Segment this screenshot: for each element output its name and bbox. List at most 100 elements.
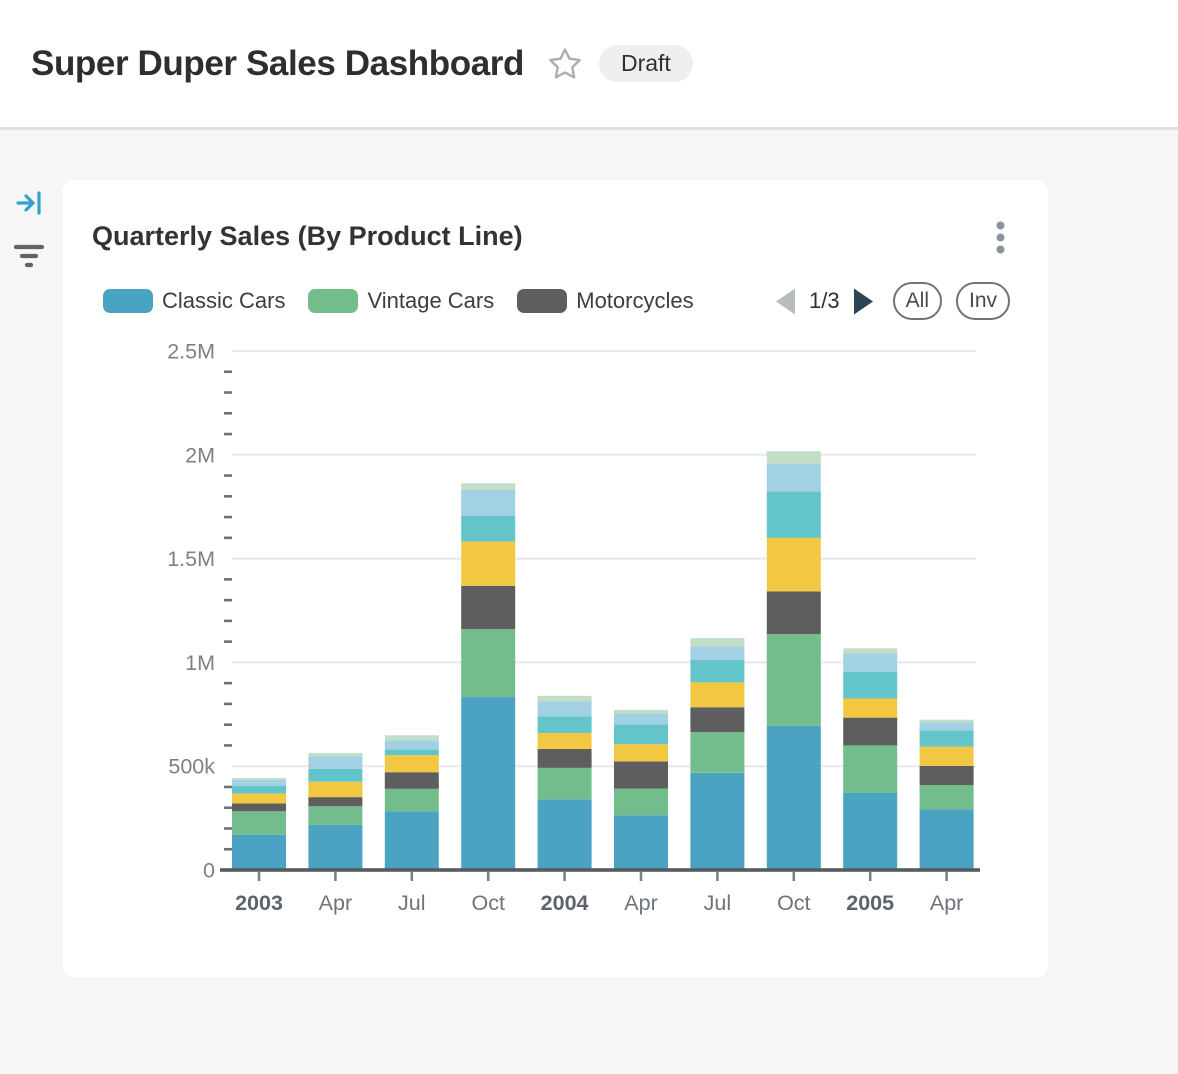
legend-item-label: Classic Cars — [162, 288, 286, 313]
bar-segment[interactable] — [384, 740, 439, 750]
bar-segment[interactable] — [614, 724, 668, 745]
bar-segment[interactable] — [766, 591, 821, 634]
bar-segment[interactable] — [843, 671, 898, 699]
bar-segment[interactable] — [537, 732, 592, 749]
bar-segment[interactable] — [384, 788, 439, 812]
bar-segment[interactable] — [308, 768, 363, 782]
bar-segment[interactable] — [614, 815, 668, 870]
kebab-menu-icon[interactable] — [982, 216, 1018, 260]
bar-segment[interactable] — [843, 792, 898, 870]
bar-segment[interactable] — [384, 811, 439, 870]
bar-segment[interactable] — [919, 730, 974, 747]
bar-segment[interactable] — [461, 697, 516, 870]
bar-segment[interactable] — [766, 451, 821, 464]
bar-segment[interactable] — [384, 755, 439, 773]
y-minor-tick — [224, 598, 232, 602]
y-minor-tick — [224, 847, 232, 851]
legend-row: Classic Cars Vintage Cars Motorcycles 1/3 … — [103, 280, 1010, 322]
bar-segment[interactable] — [232, 834, 286, 870]
bar-segment[interactable] — [843, 745, 898, 793]
legend-item[interactable]: Vintage Cars — [308, 288, 494, 314]
bar-segment[interactable] — [537, 695, 592, 702]
y-minor-tick — [224, 578, 232, 581]
bar-segment[interactable] — [766, 633, 821, 726]
bar-segment[interactable] — [461, 629, 516, 698]
bar-segment[interactable] — [461, 483, 516, 490]
stacked-bar-chart[interactable]: 0 500k 1M 1.5M 2M 2.5M 2003 Apr Jul Oct 2004 Apr Jul… — [62, 180, 1048, 978]
bar-segment[interactable] — [537, 799, 592, 870]
bar-segment[interactable] — [766, 537, 821, 592]
bar-segment[interactable] — [461, 541, 516, 586]
bar-segment[interactable] — [614, 761, 668, 789]
bar-segment[interactable] — [232, 793, 286, 804]
bar-segment[interactable] — [919, 719, 974, 723]
y-minor-tick — [224, 370, 232, 374]
favorite-star-icon[interactable] — [548, 47, 582, 80]
bar-segment[interactable] — [461, 515, 516, 542]
legend-item-label: Vintage Cars — [367, 288, 495, 313]
bar-segment[interactable] — [690, 707, 745, 733]
bar-segment[interactable] — [919, 809, 974, 870]
bar-segment[interactable] — [384, 735, 439, 741]
legend-invert-button[interactable]: Inv — [955, 282, 1010, 320]
bar-segment[interactable] — [232, 779, 286, 786]
bar-segment[interactable] — [690, 682, 745, 708]
bar-segment[interactable] — [308, 806, 363, 825]
bar-segment[interactable] — [766, 491, 821, 538]
bar-segment[interactable] — [919, 722, 974, 731]
bar-segment[interactable] — [308, 752, 363, 757]
bar-segment[interactable] — [843, 717, 898, 746]
filter-icon[interactable] — [13, 242, 45, 273]
page-title: Super Duper Sales Dashboard — [31, 43, 524, 83]
bar-segment[interactable] — [843, 698, 898, 718]
y-minor-tick — [224, 640, 232, 643]
legend-item[interactable]: Motorcycles — [517, 288, 694, 314]
bar-segment[interactable] — [843, 648, 898, 654]
legend-prev-icon[interactable] — [775, 288, 796, 315]
legend-items: Classic Cars Vintage Cars Motorcycles — [103, 288, 694, 314]
y-axis-label: 2.5M — [167, 340, 215, 364]
x-axis-label: Apr — [624, 891, 657, 915]
y-minor-tick — [224, 744, 232, 747]
legend-all-button[interactable]: All — [892, 282, 942, 320]
bar-segment[interactable] — [308, 781, 363, 798]
bar-segment[interactable] — [843, 653, 898, 672]
bar-segment[interactable] — [461, 489, 516, 516]
bar-segment[interactable] — [537, 701, 592, 717]
bar-segment[interactable] — [384, 749, 439, 756]
bar-segment[interactable] — [690, 646, 745, 660]
bar-segment[interactable] — [537, 716, 592, 733]
bar-segment[interactable] — [766, 725, 821, 870]
bar-segment[interactable] — [461, 585, 516, 630]
legend-next-icon[interactable] — [853, 288, 874, 315]
bar-segment[interactable] — [690, 732, 745, 773]
bar-segment[interactable] — [919, 785, 974, 810]
bar-segment[interactable] — [537, 767, 592, 800]
bar-segment[interactable] — [690, 638, 745, 647]
bar-segment[interactable] — [614, 744, 668, 762]
bar-segment[interactable] — [919, 746, 974, 766]
collapse-panel-icon[interactable] — [15, 189, 45, 220]
bar-segment[interactable] — [690, 659, 745, 683]
bar-segment[interactable] — [766, 463, 821, 492]
bar-segment[interactable] — [919, 765, 974, 786]
bar-segment[interactable] — [614, 713, 668, 725]
bar-segment[interactable] — [614, 709, 668, 714]
bar-segment[interactable] — [232, 778, 286, 780]
legend-swatch — [103, 289, 153, 313]
bar-segment[interactable] — [232, 811, 286, 835]
bar-segment[interactable] — [690, 772, 745, 870]
bar-segment[interactable] — [308, 797, 363, 807]
legend-item-label: Motorcycles — [576, 288, 694, 313]
bar-segment[interactable] — [308, 824, 363, 870]
bar-segment[interactable] — [232, 785, 286, 794]
bar-segment[interactable] — [537, 748, 592, 768]
legend-item[interactable]: Classic Cars — [103, 288, 285, 314]
bar-segment[interactable] — [614, 788, 668, 816]
bar-segment[interactable] — [384, 772, 439, 789]
bar-segment[interactable] — [308, 756, 363, 769]
legend-swatch — [308, 289, 359, 313]
bar-segment[interactable] — [232, 803, 286, 812]
legend-pager: 1/3 — [775, 288, 874, 315]
y-minor-tick — [224, 411, 232, 415]
